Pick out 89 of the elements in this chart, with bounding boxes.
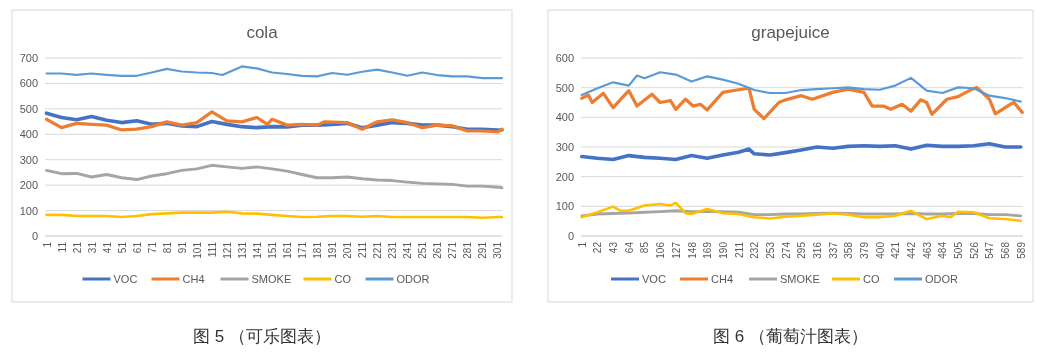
x-tick-label: 241 <box>402 241 414 259</box>
x-tick-label: 91 <box>176 241 188 254</box>
x-tick-label: 85 <box>639 241 651 254</box>
x-tick-label: 1 <box>41 241 53 248</box>
x-tick-label: 190 <box>717 241 729 259</box>
legend-label: CO <box>863 273 880 285</box>
y-tick-label: 700 <box>19 52 38 64</box>
y-tick-label: 500 <box>555 81 574 94</box>
x-tick-label: 337 <box>827 241 839 259</box>
legend-label: SMOKE <box>251 273 292 285</box>
x-tick-label: 127 <box>670 241 682 259</box>
x-tick-label: 301 <box>492 241 504 259</box>
y-tick-label: 600 <box>555 52 574 64</box>
y-tick-label: 400 <box>19 128 38 141</box>
x-tick-label: 291 <box>477 241 489 259</box>
x-tick-label: 43 <box>608 241 620 254</box>
x-tick-label: 251 <box>417 241 429 259</box>
x-tick-label: 106 <box>655 241 667 259</box>
y-tick-label: 200 <box>19 179 38 192</box>
x-tick-label: 379 <box>858 241 870 259</box>
x-tick-label: 253 <box>764 241 776 259</box>
x-tick-label: 31 <box>86 241 98 254</box>
caption: 图 6 （葡萄汁图表） <box>713 327 868 346</box>
x-tick-label: 526 <box>968 241 980 259</box>
x-tick-label: 61 <box>131 241 143 254</box>
legend-label: ODOR <box>925 273 959 285</box>
x-tick-label: 21 <box>71 241 83 254</box>
y-tick-label: 100 <box>19 204 38 217</box>
x-tick-label: 191 <box>327 241 339 259</box>
x-tick-label: 221 <box>372 241 384 259</box>
x-tick-label: 41 <box>101 241 113 254</box>
x-tick-label: 111 <box>206 241 218 258</box>
x-tick-label: 274 <box>780 241 792 259</box>
x-tick-label: 121 <box>221 241 233 259</box>
x-tick-label: 141 <box>251 241 263 259</box>
x-tick-label: 271 <box>447 241 459 259</box>
x-tick-label: 151 <box>267 241 278 259</box>
x-tick-label: 211 <box>357 241 369 258</box>
x-tick-label: 211 <box>733 241 745 258</box>
x-tick-label: 295 <box>796 241 808 259</box>
x-tick-label: 22 <box>592 241 604 254</box>
x-tick-label: 316 <box>811 241 823 259</box>
legend-label: VOC <box>113 273 138 285</box>
x-tick-label: 442 <box>906 241 918 259</box>
y-tick-label: 100 <box>555 200 574 213</box>
x-tick-label: 81 <box>161 241 173 254</box>
x-tick-label: 421 <box>890 241 902 259</box>
x-tick-label: 181 <box>312 241 324 259</box>
x-tick-label: 131 <box>236 241 248 259</box>
x-tick-label: 64 <box>623 241 635 254</box>
chart-title: cola <box>246 23 279 42</box>
x-tick-label: 281 <box>462 241 474 259</box>
x-tick-label: 463 <box>921 241 933 259</box>
x-tick-label: 261 <box>432 241 444 259</box>
legend-label: ODOR <box>396 273 430 285</box>
x-tick-label: 400 <box>874 241 886 259</box>
x-tick-label: 505 <box>953 241 965 259</box>
y-tick-label: 500 <box>19 102 38 115</box>
x-tick-label: 484 <box>937 241 949 259</box>
legend-label: CO <box>334 273 352 285</box>
x-tick-label: 101 <box>191 241 203 259</box>
y-tick-label: 0 <box>31 230 38 242</box>
x-tick-label: 161 <box>282 241 294 259</box>
x-tick-label: 589 <box>1015 241 1027 259</box>
x-tick-label: 71 <box>146 241 158 254</box>
x-tick-label: 232 <box>749 241 761 259</box>
legend-label: CH4 <box>182 273 205 285</box>
x-tick-label: 1 <box>576 241 588 248</box>
x-tick-label: 547 <box>984 241 996 259</box>
x-tick-label: 11 <box>56 241 68 253</box>
y-tick-label: 200 <box>555 170 574 183</box>
y-tick-label: 0 <box>567 230 574 242</box>
x-tick-label: 201 <box>342 241 354 259</box>
x-tick-label: 148 <box>686 241 698 259</box>
y-tick-label: 400 <box>555 111 574 124</box>
y-tick-label: 300 <box>19 153 38 166</box>
x-tick-label: 169 <box>702 241 714 259</box>
x-tick-label: 171 <box>297 241 309 259</box>
x-tick-label: 568 <box>1000 241 1012 259</box>
chart-title: grapejuice <box>751 23 830 42</box>
y-tick-label: 300 <box>555 141 574 153</box>
y-tick-label: 600 <box>19 77 38 90</box>
x-tick-label: 51 <box>116 241 128 254</box>
x-tick-label: 231 <box>387 241 399 259</box>
legend-label: VOC <box>642 273 666 285</box>
legend-label: SMOKE <box>780 273 820 285</box>
caption: 图 5 （可乐图表） <box>193 327 331 346</box>
x-tick-label: 358 <box>843 241 855 259</box>
legend-label: CH4 <box>711 273 734 285</box>
